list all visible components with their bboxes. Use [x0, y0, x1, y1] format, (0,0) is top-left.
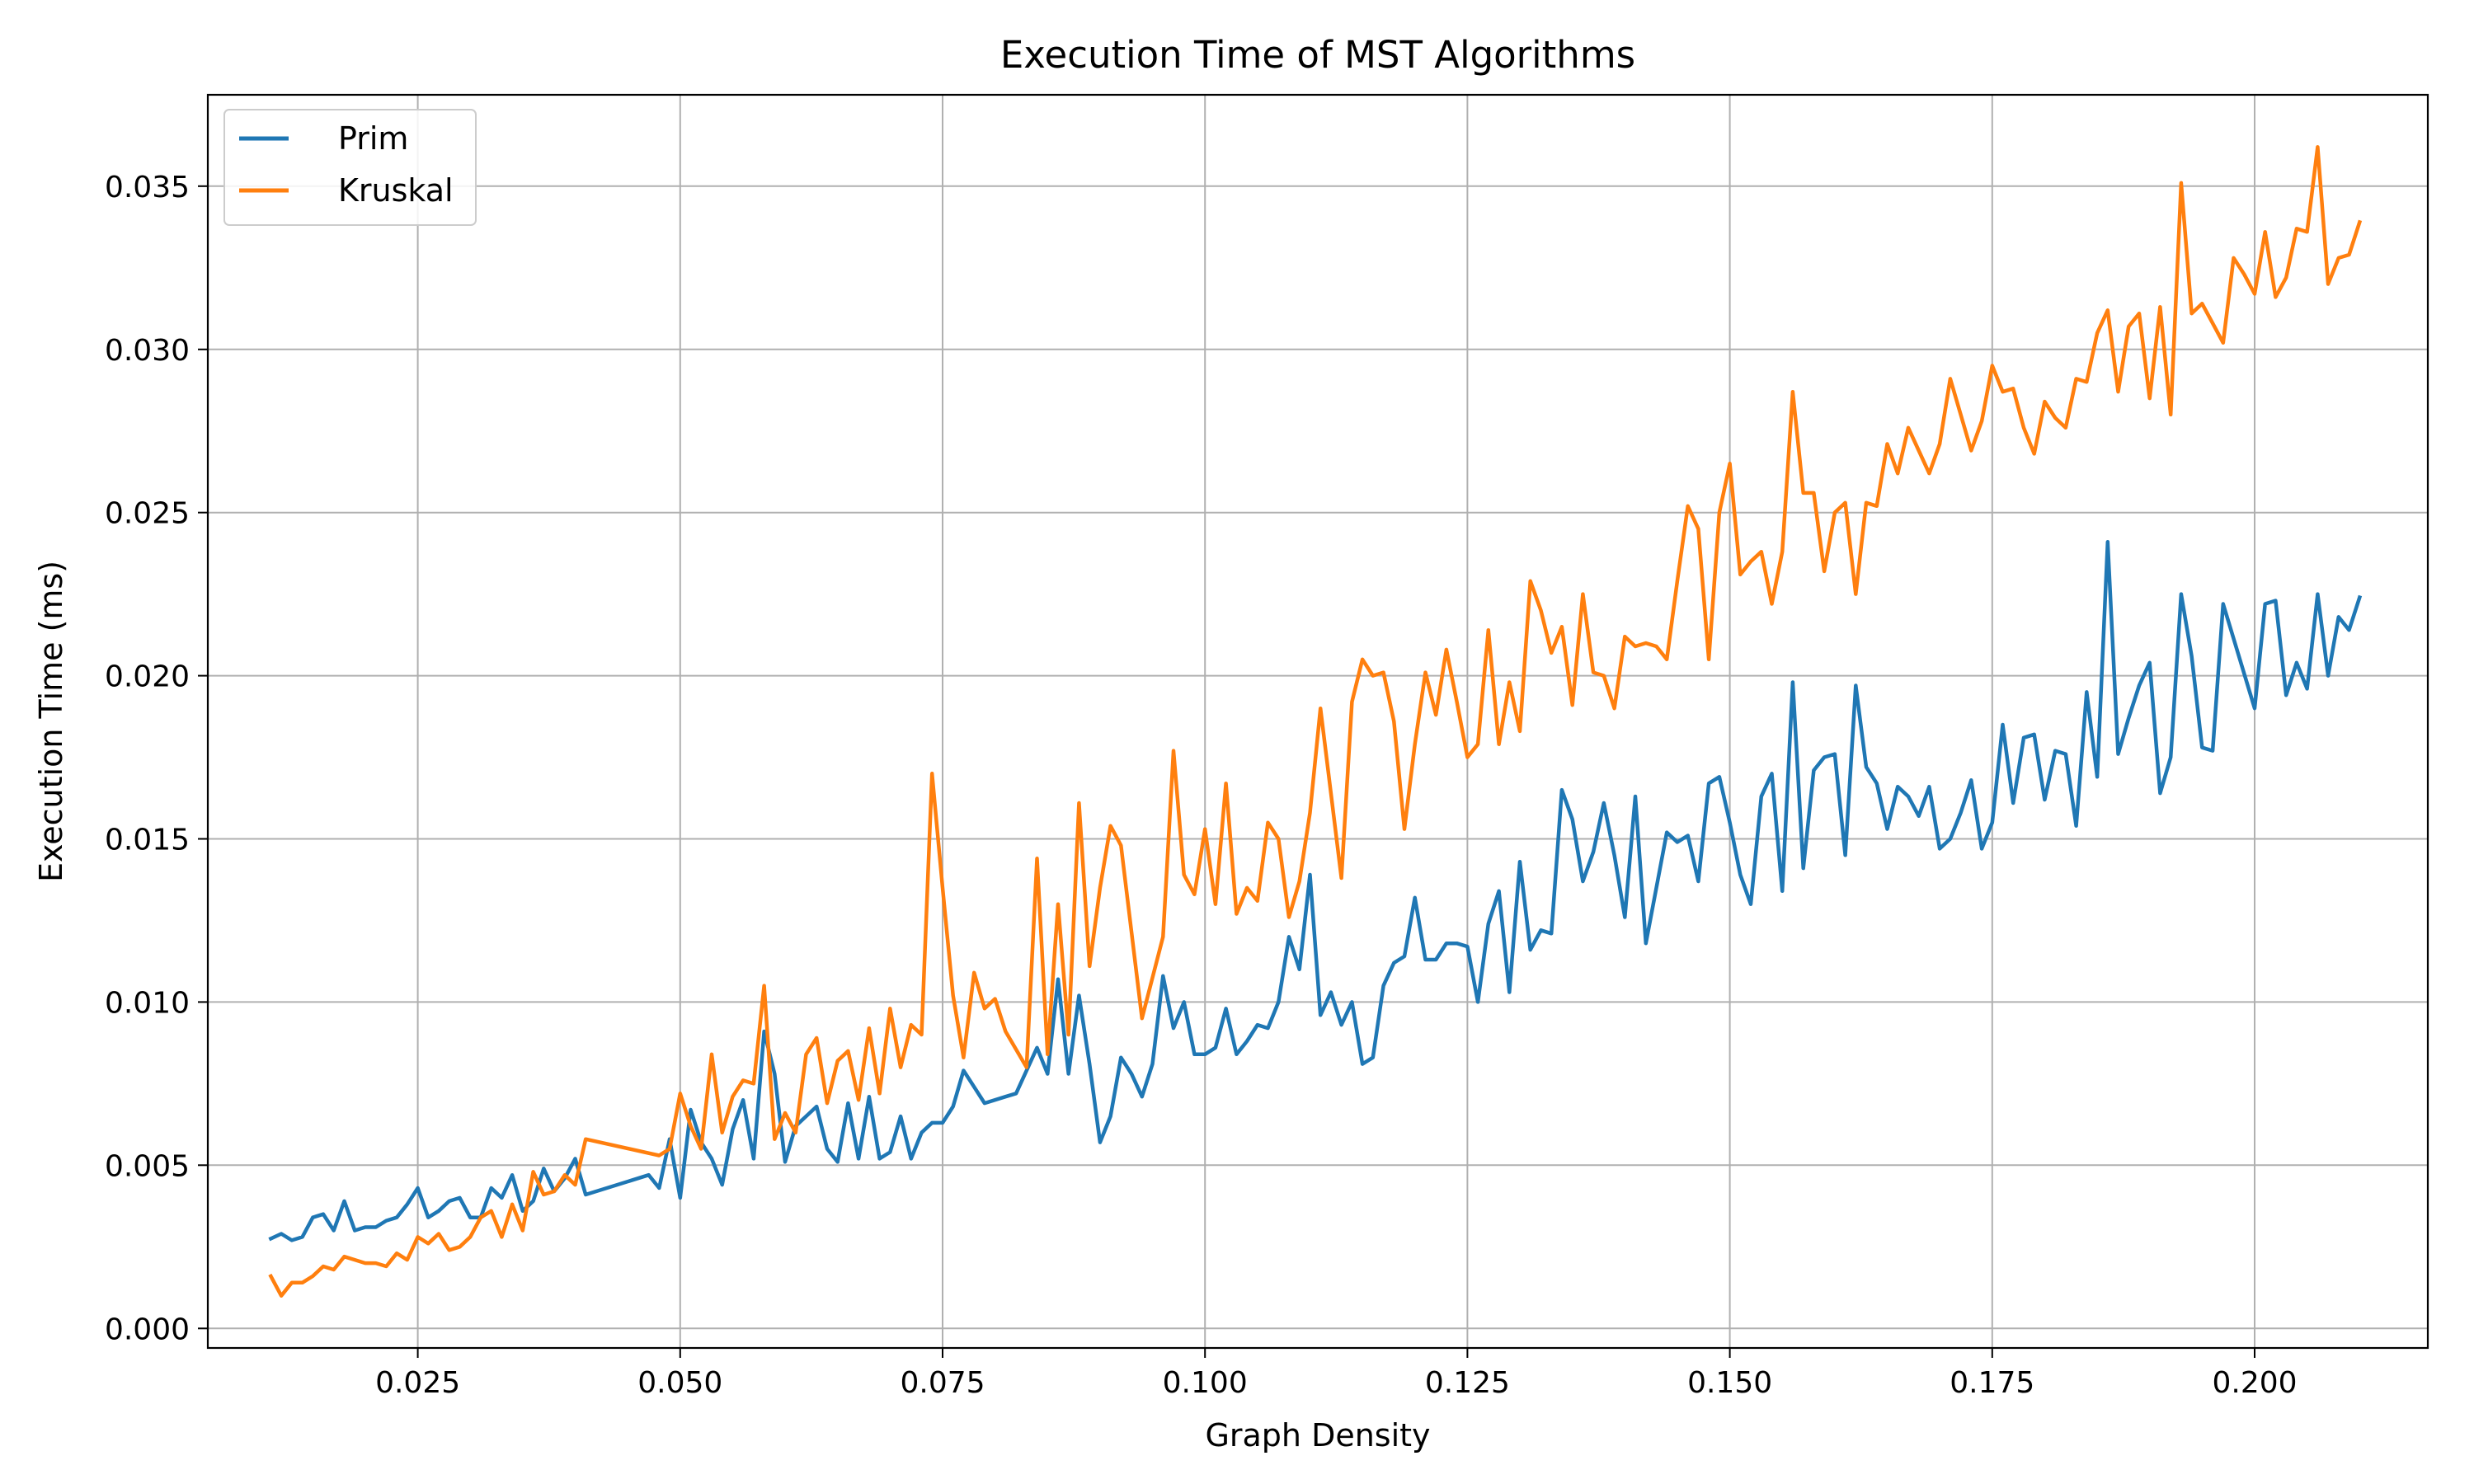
axis-ticks: 0.025 0.050 0.075 0.100 0.125 0.150 0.175 0.200…: [105, 171, 2298, 1400]
y-tick-label: 0.030: [105, 334, 190, 368]
y-tick-label: 0.035: [105, 171, 190, 204]
x-tick-label: 0.025: [375, 1366, 460, 1400]
series-line-prim: [268, 540, 2363, 1242]
plot-frame: [206, 93, 2429, 1350]
y-tick-label: 0.010: [105, 986, 190, 1020]
x-tick-label: 0.150: [1687, 1366, 1772, 1400]
x-tick-label: 0.125: [1425, 1366, 1510, 1400]
x-tick-label: 0.050: [637, 1366, 722, 1400]
legend-label-kruskal: Kruskal: [338, 172, 454, 209]
y-tick-label: 0.005: [105, 1149, 190, 1183]
y-tick-label: 0.025: [105, 497, 190, 531]
y-axis-label: Execution Time (ms): [33, 561, 69, 882]
y-tick-label: 0.015: [105, 824, 190, 857]
series-lines: [268, 145, 2363, 1298]
legend: Prim Kruskal: [223, 109, 477, 226]
y-tick-label: 0.020: [105, 660, 190, 694]
series-line-kruskal: [268, 145, 2363, 1298]
x-tick-label: 0.200: [2212, 1366, 2297, 1400]
chart-title: Execution Time of MST Algorithms: [1000, 33, 1635, 77]
x-tick-label: 0.100: [1163, 1366, 1248, 1400]
x-axis-label: Graph Density: [1205, 1417, 1430, 1453]
x-tick-label: 0.175: [1950, 1366, 2034, 1400]
y-tick-label: 0.000: [105, 1313, 190, 1346]
x-tick-label: 0.075: [900, 1366, 985, 1400]
legend-label-prim: Prim: [338, 120, 408, 157]
